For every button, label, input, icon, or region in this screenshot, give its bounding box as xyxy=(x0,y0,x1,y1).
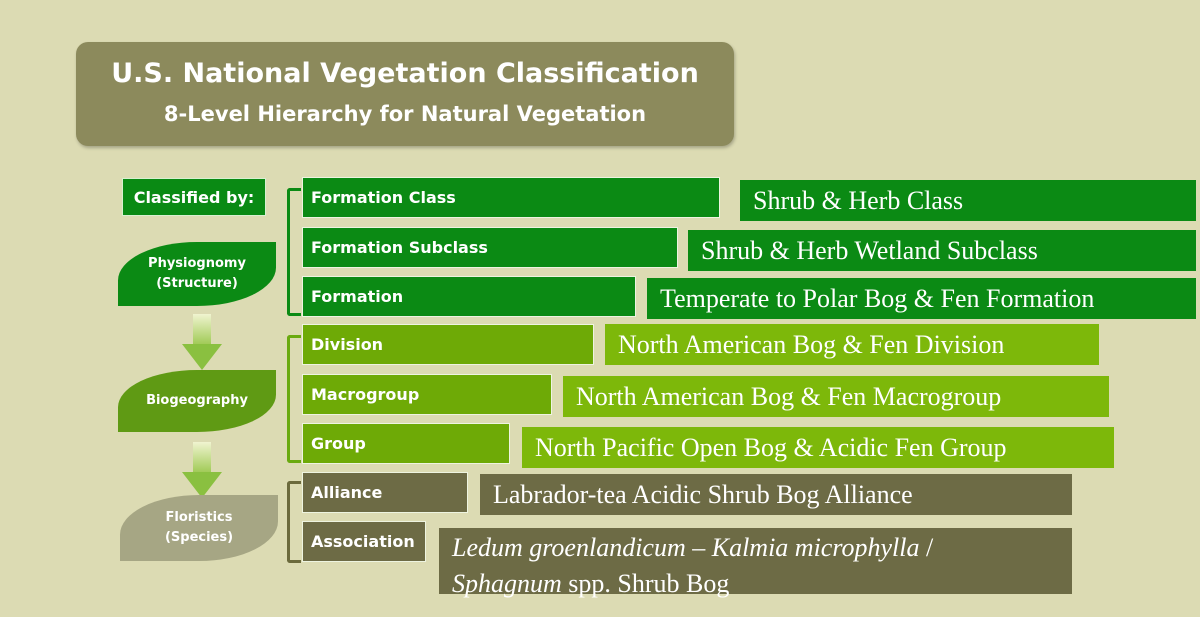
physiognomy-label: Physiognomy xyxy=(148,256,246,271)
level-formation-subclass: Formation Subclass xyxy=(302,227,678,268)
classified-by-label: Classified by: xyxy=(122,178,266,216)
physiognomy-criterion: Physiognomy (Structure) xyxy=(118,242,276,306)
level-formation: Formation xyxy=(302,276,636,317)
level-alliance: Alliance xyxy=(302,472,468,513)
example-formation-subclass: Shrub & Herb Wetland Subclass xyxy=(688,230,1196,271)
physiognomy-sublabel: (Structure) xyxy=(156,276,238,291)
physiognomy-bracket xyxy=(287,188,301,316)
floristics-bracket xyxy=(287,481,301,563)
level-association: Association xyxy=(302,521,426,562)
floristics-sublabel: (Species) xyxy=(164,530,234,545)
association-species-2: Kalmia microphylla xyxy=(711,533,920,562)
title-box: U.S. National Vegetation Classification … xyxy=(76,42,734,146)
diagram-title: U.S. National Vegetation Classification xyxy=(111,58,699,89)
association-species-1: Ledum groenlandicum xyxy=(452,533,686,562)
level-group: Group xyxy=(302,423,510,464)
example-association: Ledum groenlandicum – Kalmia microphylla… xyxy=(439,528,1072,598)
biogeography-label: Biogeography xyxy=(146,393,248,408)
association-species-3: Sphagnum xyxy=(452,569,562,598)
association-slash: / xyxy=(919,533,934,562)
biogeography-criterion: Biogeography xyxy=(118,370,276,432)
example-formation-class: Shrub & Herb Class xyxy=(740,180,1196,221)
example-macrogroup: North American Bog & Fen Macrogroup xyxy=(563,376,1109,417)
floristics-label: Floristics xyxy=(165,510,233,525)
association-dash: – xyxy=(685,533,712,562)
biogeography-bracket xyxy=(287,335,301,463)
example-division: North American Bog & Fen Division xyxy=(605,324,1099,365)
down-arrow-icon xyxy=(182,314,222,372)
association-rest: spp. Shrub Bog xyxy=(561,569,730,598)
diagram-subtitle: 8-Level Hierarchy for Natural Vegetation xyxy=(163,102,647,126)
example-formation: Temperate to Polar Bog & Fen Formation xyxy=(647,278,1196,319)
level-macrogroup: Macrogroup xyxy=(302,374,552,415)
down-arrow-icon xyxy=(182,442,222,500)
example-group: North Pacific Open Bog & Acidic Fen Grou… xyxy=(522,427,1114,468)
level-division: Division xyxy=(302,324,594,365)
example-alliance: Labrador-tea Acidic Shrub Bog Alliance xyxy=(480,474,1072,515)
floristics-criterion: Floristics (Species) xyxy=(120,495,278,561)
level-formation-class: Formation Class xyxy=(302,177,720,218)
